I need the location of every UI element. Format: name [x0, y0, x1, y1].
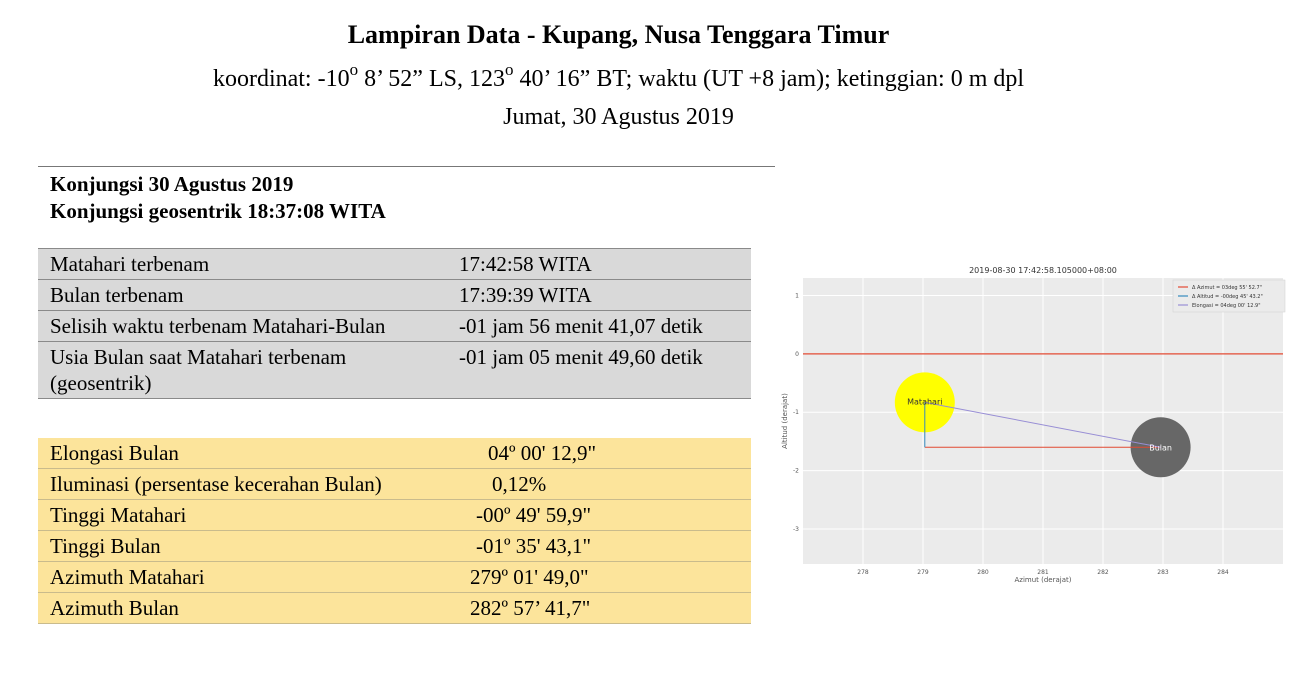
row-value: -00º 49' 59,9" [462, 499, 751, 531]
x-tick-label: 279 [917, 569, 929, 576]
row-label: Bulan terbenam [38, 279, 447, 311]
row-label: Azimuth Matahari [38, 561, 462, 593]
legend-box [1172, 279, 1286, 313]
row-label: Tinggi Matahari [38, 499, 462, 531]
table-row: Selisih waktu terbenam Matahari-Bulan -01… [38, 310, 751, 342]
page-title: Lampiran Data - Kupang, Nusa Tenggara Ti… [347, 20, 890, 49]
x-tick-label: 280 [977, 569, 989, 576]
table-row: Iluminasi (persentase kecerahan Bulan) 0,… [38, 468, 751, 500]
row-value: 279º 01' 49,0" [462, 561, 751, 593]
legend-label: Δ Altitud = -00deg 45' 43.2" [1192, 294, 1263, 300]
row-value: -01º 35' 43,1" [462, 530, 751, 562]
table-row: Usia Bulan saat Matahari terbenam (geose… [38, 341, 751, 399]
sun-moon-chart: 2019-08-30 17:42:58.105000+08:00 278 279 28… [778, 262, 1288, 592]
conjunction-time: Konjungsi geosentrik 18:37:08 WITA [50, 199, 386, 223]
y-tick-label: -1 [793, 409, 799, 416]
degree-sign: o [504, 60, 514, 79]
chart-svg: 2019-08-30 17:42:58.105000+08:00 278 279 28… [781, 266, 1286, 584]
conjunction-block: Konjungsi 30 Agustus 2019 Konjungsi geos… [38, 166, 775, 225]
table-row: Matahari terbenam 17:42:58 WITA [38, 248, 751, 280]
row-value: 282º 57’ 41,7" [462, 592, 751, 624]
x-axis-label: Azimut (derajat) [1015, 576, 1072, 584]
elongation-line [924, 401, 1161, 448]
y-axis-label: Altitud (derajat) [781, 393, 789, 449]
table-row: Azimuth Matahari 279º 01' 49,0" [38, 561, 751, 593]
y-tick-label: 0 [795, 351, 799, 358]
y-tick-label: -2 [793, 468, 799, 475]
date-line: Jumat, 30 Agustus 2019 [503, 104, 734, 130]
row-value: 17:42:58 WITA [447, 248, 751, 280]
row-label: Azimuth Bulan [38, 592, 462, 624]
x-tick-label: 284 [1217, 569, 1229, 576]
table-row: Tinggi Matahari -00º 49' 59,9" [38, 499, 751, 531]
chart-title: 2019-08-30 17:42:58.105000+08:00 [969, 266, 1117, 275]
x-tick-label: 282 [1097, 569, 1109, 576]
row-label: Selisih waktu terbenam Matahari-Bulan [38, 310, 447, 342]
row-label: Matahari terbenam [38, 248, 447, 280]
y-tick-label: 1 [795, 293, 799, 300]
y-tick-label: -3 [793, 526, 799, 533]
row-value: 17:39:39 WITA [447, 279, 751, 311]
row-label: Tinggi Bulan [38, 530, 462, 562]
table-row: Tinggi Bulan -01º 35' 43,1" [38, 530, 751, 562]
legend-label: Δ Azimut = 03deg 55' 52.7" [1192, 285, 1262, 291]
row-value: -01 jam 05 menit 49,60 detik [447, 341, 751, 399]
sun-label: Matahari [907, 397, 942, 406]
x-tick-label: 278 [857, 569, 869, 576]
table-row: Bulan terbenam 17:39:39 WITA [38, 279, 751, 311]
row-value: 04º 00' 12,9" [462, 438, 751, 469]
row-label: Usia Bulan saat Matahari terbenam (geose… [38, 341, 447, 399]
coordinates-line: koordinat: -10o 8’ 52” LS, 123o 40’ 16” … [212, 60, 1025, 92]
row-value: 0,12% [462, 468, 751, 500]
row-value: -01 jam 56 menit 41,07 detik [447, 310, 751, 342]
table-row: Azimuth Bulan 282º 57’ 41,7" [38, 592, 751, 624]
degree-sign: o [349, 60, 359, 79]
table-row: Elongasi Bulan 04º 00' 12,9" [38, 438, 751, 469]
moon-label: Bulan [1149, 443, 1172, 452]
position-table: Elongasi Bulan 04º 00' 12,9" Iluminasi (p… [38, 438, 751, 624]
setting-table: Matahari terbenam 17:42:58 WITA Bulan ter… [38, 248, 751, 399]
x-tick-label: 281 [1037, 569, 1049, 576]
x-tick-label: 283 [1157, 569, 1169, 576]
row-label: Elongasi Bulan [38, 438, 462, 469]
row-label: Iluminasi (persentase kecerahan Bulan) [38, 468, 462, 500]
legend-label: Elongasi = 04deg 00' 12.9" [1192, 303, 1261, 309]
conjunction-date: Konjungsi 30 Agustus 2019 [50, 172, 294, 196]
